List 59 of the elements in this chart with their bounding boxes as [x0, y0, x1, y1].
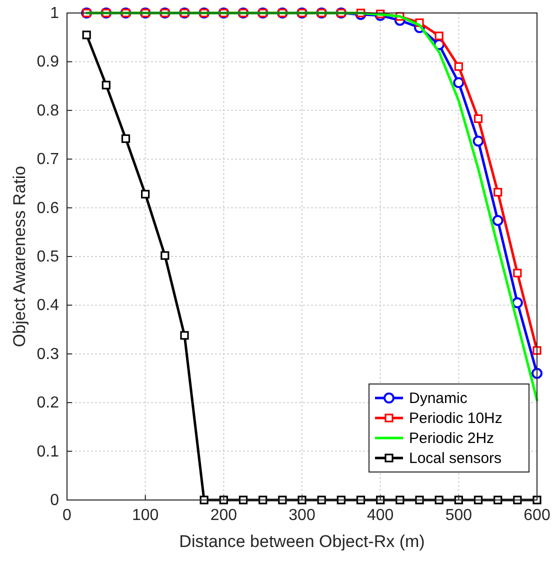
point: [278, 496, 287, 504]
point: [317, 496, 326, 504]
legend-label: Local sensors: [409, 450, 502, 467]
legend-label: Dynamic: [409, 390, 468, 407]
point: [472, 136, 484, 147]
point: [219, 496, 228, 504]
point: [336, 496, 346, 504]
y-tick-label: 0.8: [36, 102, 60, 120]
point: [532, 368, 542, 379]
point: [454, 62, 463, 71]
point: [492, 214, 504, 226]
y-tick-label: 0.6: [36, 200, 60, 217]
x-tick-label: 500: [445, 507, 472, 524]
x-tick-label: 600: [524, 507, 550, 524]
y-tick-label: 0.7: [36, 151, 60, 168]
point: [434, 496, 444, 504]
point: [141, 190, 150, 198]
point: [376, 496, 385, 504]
point: [512, 297, 523, 308]
y-axis-title: Object Awareness Ratio: [10, 166, 29, 348]
point: [513, 268, 522, 278]
point: [200, 496, 208, 504]
y-tick-label: 0: [50, 492, 60, 509]
point: [474, 114, 483, 123]
x-tick-label: 0: [62, 507, 72, 524]
point: [415, 496, 424, 504]
y-tick-label: 0.4: [36, 297, 60, 314]
point: [532, 346, 542, 355]
point: [258, 496, 268, 504]
point: [453, 77, 464, 88]
point: [238, 496, 248, 504]
point: [513, 496, 522, 504]
x-tick-label: 100: [132, 507, 159, 524]
y-tick-label: 0.9: [36, 54, 60, 71]
point: [356, 496, 366, 504]
point: [454, 496, 463, 504]
point: [180, 331, 189, 340]
y-tick-label: 0.3: [36, 346, 60, 363]
x-tick-label: 400: [366, 507, 394, 524]
point: [532, 496, 542, 504]
point: [494, 188, 502, 197]
point: [160, 251, 170, 260]
x-tick-label: 300: [288, 507, 316, 524]
point: [474, 496, 483, 504]
y-tick-label: 0.2: [36, 394, 60, 412]
y-tick-label: 0.5: [36, 248, 60, 266]
point: [434, 32, 444, 40]
point: [494, 496, 502, 504]
point: [121, 134, 130, 143]
x-axis-title: Distance between Object-Rx (m): [179, 532, 425, 551]
legend-label: Periodic 10Hz: [409, 410, 502, 427]
y-tick-label: 0.1: [36, 443, 60, 460]
y-tick-label: 1: [50, 5, 60, 22]
point: [396, 496, 404, 504]
x-tick-label: 200: [210, 507, 238, 524]
point: [102, 80, 110, 90]
point: [82, 30, 91, 40]
legend-label: Periodic 2Hz: [409, 430, 494, 447]
point: [298, 496, 306, 504]
